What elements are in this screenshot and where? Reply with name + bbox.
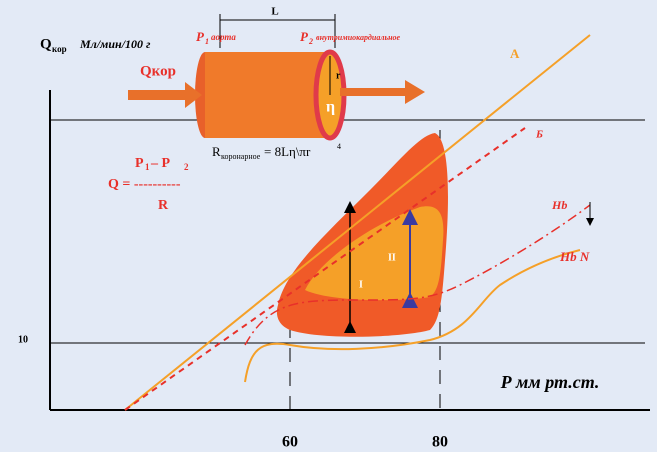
y-symbol: Q: [40, 36, 52, 52]
p2-sub: 2: [308, 37, 313, 46]
label-hb: Hb: [551, 198, 567, 212]
p2: P: [300, 29, 309, 44]
r-symbol: R: [212, 144, 221, 159]
label-b: Б: [535, 129, 543, 141]
diagram: Q кор Мл/мин/100 г 10 Р мм рт.ст. 60 80 …: [0, 0, 657, 452]
p1-name: аорта: [211, 32, 236, 42]
flow-arrow-out: [340, 80, 425, 104]
radius: r: [336, 70, 341, 81]
f-p2-sub: 2: [184, 162, 189, 172]
flow-arrow-in: [128, 82, 202, 108]
p2-name: внутримиокардиальное: [316, 33, 401, 42]
x-tick: 80: [432, 434, 448, 451]
label-hbn: Hb N: [559, 249, 590, 264]
label-a: A: [510, 46, 520, 61]
f-minus: – P: [150, 156, 171, 171]
x-label: Р мм рт.ст.: [500, 372, 600, 392]
f-p1-sub: 1: [145, 162, 150, 172]
r-power: 4: [337, 142, 341, 151]
r-sub: коронарное: [221, 152, 261, 161]
length: L: [271, 6, 278, 18]
viscosity: η: [326, 99, 335, 116]
p1: P: [196, 29, 205, 44]
y-subscript: кор: [52, 44, 67, 54]
f-lhs: Q = ----------: [108, 177, 181, 192]
zone-ii-label: II: [388, 252, 396, 263]
f-p1: P: [135, 156, 144, 171]
vessel: [205, 52, 330, 138]
p1-sub: 1: [205, 37, 209, 46]
y-unit: Мл/мин/100 г: [79, 37, 151, 51]
y-tick: 10: [18, 334, 28, 345]
x-tick: 60: [282, 434, 298, 451]
r-formula: = 8Lη\πr: [264, 144, 311, 159]
zone-i-label: I: [359, 279, 363, 290]
f-den: R: [158, 198, 169, 213]
flow: Qкор: [140, 63, 176, 79]
